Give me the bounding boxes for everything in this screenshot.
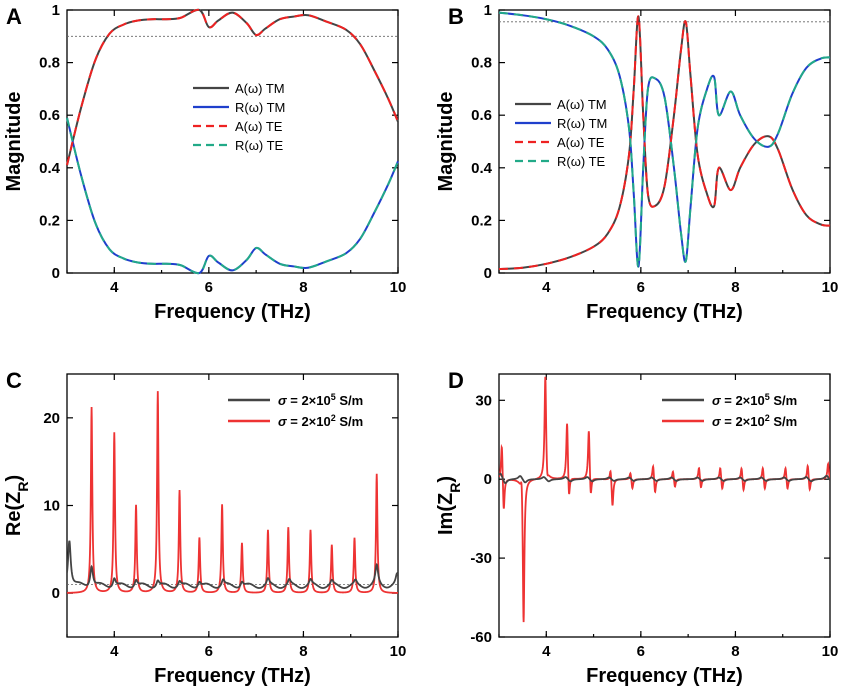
y-axis-title: Magnitude (3, 92, 25, 192)
y-tick-label: 1 (52, 2, 60, 19)
x-tick-label: 8 (731, 643, 739, 660)
y-tick-label: 0.6 (471, 107, 492, 124)
y-tick-label: 0.4 (471, 160, 493, 177)
series-line (66, 117, 399, 275)
y-tick-label: 0.6 (39, 107, 60, 124)
y-tick-label: 10 (43, 498, 60, 515)
x-tick-label: 4 (542, 643, 551, 660)
series-line (499, 472, 830, 485)
y-axis-title: Im(ZR) (435, 476, 463, 535)
y-tick-label: -30 (470, 550, 492, 567)
y-axis-title: Re(ZR) (3, 475, 31, 536)
legend-label: R(ω) TE (235, 138, 284, 153)
x-tick-label: 6 (637, 279, 645, 296)
y-tick-label: -60 (470, 629, 492, 646)
x-tick-label: 4 (110, 279, 119, 296)
y-tick-label: 0 (484, 265, 492, 282)
series-line (67, 540, 398, 589)
panel-C: C 4 6 8 10 0 10 20 Frequency (THz) Re(ZR) σ = 2×10… (3, 368, 406, 687)
series-line (498, 15, 831, 271)
y-tick-label: 0 (52, 265, 60, 282)
x-tick-label: 4 (110, 643, 119, 660)
legend-label: A(ω) TE (557, 135, 605, 150)
series-line (66, 117, 399, 275)
x-tick-label: 4 (542, 279, 551, 296)
x-tick-label: 10 (390, 643, 407, 660)
y-tick-label: 0 (52, 585, 60, 602)
x-axis-title: Frequency (THz) (586, 301, 743, 323)
legend-label: A(ω) TE (235, 119, 283, 134)
y-tick-label: 0.2 (471, 212, 492, 229)
series-line (66, 8, 399, 166)
legend-label: σ = 2×102 S/m (712, 413, 797, 429)
series-line (66, 8, 399, 166)
x-tick-label: 6 (205, 643, 213, 660)
y-axis-title: Magnitude (435, 92, 457, 192)
panel-B: B 4 6 8 10 0 0.2 0.4 0.6 0.8 1 Frequency (THz) Magni… (435, 2, 838, 323)
x-tick-label: 10 (390, 279, 407, 296)
y-tick-label: 0 (484, 471, 492, 488)
x-tick-label: 6 (637, 643, 645, 660)
legend-label: A(ω) TM (235, 81, 285, 96)
y-tick-label: 20 (43, 410, 60, 427)
y-tick-label: 0.8 (471, 55, 492, 72)
legend-label: A(ω) TM (557, 97, 607, 112)
x-tick-label: 8 (731, 279, 739, 296)
x-tick-label: 10 (822, 643, 839, 660)
panel-letter: D (448, 368, 464, 393)
series-line (498, 11, 831, 268)
legend-label: R(ω) TM (557, 116, 607, 131)
x-tick-label: 8 (299, 643, 307, 660)
plot-frame-A (66, 9, 399, 274)
panel-D: D 4 6 8 10 -60 -30 0 30 Frequency (THz) Im(ZR) σ = … (435, 368, 838, 687)
x-axis-title: Frequency (THz) (154, 665, 311, 687)
series-line (498, 11, 831, 268)
x-tick-label: 10 (822, 279, 839, 296)
y-tick-label: 0.4 (39, 160, 61, 177)
y-tick-label: 0.2 (39, 212, 60, 229)
y-tick-label: 1 (484, 2, 492, 19)
panel-letter: C (6, 368, 22, 393)
legend-label: σ = 2×105 S/m (278, 392, 363, 408)
panel-letter: A (6, 4, 22, 29)
plot-frame-B (498, 9, 831, 274)
legend-label: σ = 2×102 S/m (278, 413, 363, 429)
legend-label: R(ω) TE (557, 154, 606, 169)
plot-frame-D (498, 373, 831, 638)
x-axis-title: Frequency (THz) (154, 301, 311, 323)
x-axis-title: Frequency (THz) (586, 665, 743, 687)
legend-label: R(ω) TM (235, 100, 285, 115)
x-tick-label: 6 (205, 279, 213, 296)
y-tick-label: 0.8 (39, 55, 60, 72)
panel-letter: B (448, 4, 464, 29)
series-line (67, 391, 398, 594)
x-tick-label: 8 (299, 279, 307, 296)
legend-label: σ = 2×105 S/m (712, 392, 797, 408)
panel-A: A 4 6 8 10 0 0.2 0.4 0.6 0.8 1 Frequency (THz) Magni… (3, 2, 406, 323)
y-tick-label: 30 (475, 392, 492, 409)
